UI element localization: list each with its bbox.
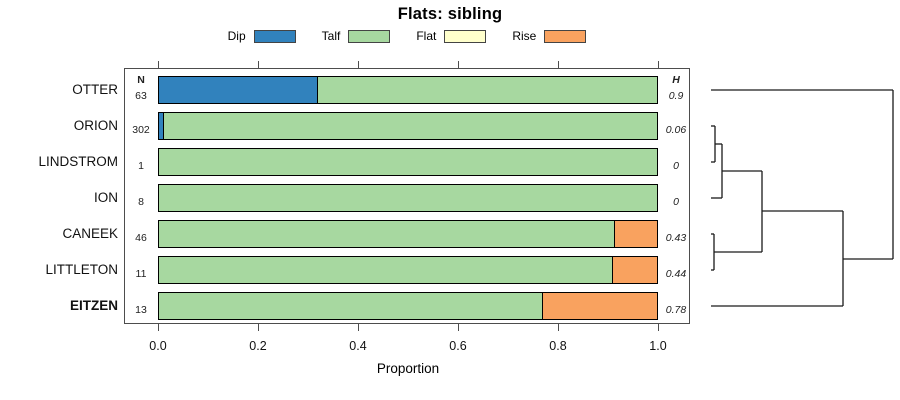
category-label-eitzen: EITZEN [69,298,118,313]
legend-swatch [544,29,587,43]
x-tick-top [658,61,659,68]
legend-item-talf: Talf [322,29,391,43]
bar-segment-rise [613,221,657,247]
category-label-lindstrom: LINDSTROM [38,154,118,169]
x-tick-bottom [258,324,259,331]
n-value: 11 [135,268,147,280]
legend: Dip Talf Flat Rise [124,27,690,45]
legend-swatch [253,29,296,43]
bar-segment-talf [159,185,657,211]
x-tick-top [358,61,359,68]
x-tick-top [558,61,559,68]
x-axis-label: Proportion [376,361,440,376]
h-value: 0.06 [665,124,687,136]
x-tick-bottom [458,324,459,331]
category-label-caneek: CANEEK [62,226,118,241]
n-column-header: N [137,74,145,86]
x-tick-bottom [658,324,659,331]
category-label-orion: ORION [73,118,118,133]
x-tick-label: 1.0 [649,339,667,353]
x-tick-bottom [558,324,559,331]
x-tick-label: 0.8 [549,339,567,353]
x-tick-label: 0.2 [249,339,267,353]
category-label-littleton: LITTLETON [45,262,118,277]
n-value: 1 [138,160,144,172]
stacked-bar-littleton [158,256,658,284]
x-tick-bottom [358,324,359,331]
legend-swatch [444,29,487,43]
h-value: 0 [673,196,679,208]
bar-segment-rise [611,257,657,283]
legend-item-rise: Rise [512,29,587,43]
bar-segment-talf [159,257,612,283]
stacked-bar-otter [158,76,658,104]
n-value: 13 [135,304,147,316]
n-value: 8 [138,196,144,208]
x-tick-top [458,61,459,68]
chart-title: Flats: sibling [397,5,503,23]
h-column-header: H [672,74,680,86]
bar-segment-talf [159,221,614,247]
legend-item-dip: Dip [228,29,296,43]
stacked-bar-caneek [158,220,658,248]
h-value: 0.44 [665,268,687,280]
legend-label: Flat [416,29,437,43]
bar-segment-dip [159,113,163,139]
stacked-bar-orion [158,112,658,140]
h-value: 0 [673,160,679,172]
bar-segment-talf [159,149,657,175]
category-label-ion: ION [93,190,118,205]
n-value: 63 [135,90,147,102]
n-value: 46 [135,232,147,244]
bar-segment-rise [541,293,657,319]
legend-label: Rise [512,29,537,43]
x-tick-bottom [158,324,159,331]
legend-label: Dip [227,29,246,43]
stacked-bar-ion [158,184,658,212]
legend-swatch [348,29,391,43]
h-value: 0.78 [665,304,687,316]
legend-item-flat: Flat [416,29,487,43]
h-value: 0.43 [665,232,687,244]
category-label-otter: OTTER [72,82,118,97]
stacked-bar-eitzen [158,292,658,320]
h-value: 0.9 [668,90,684,102]
legend-label: Talf [321,29,341,43]
plot-area [124,68,690,324]
x-tick-label: 0.4 [349,339,367,353]
x-tick-label: 0.6 [449,339,467,353]
n-value: 302 [132,124,150,136]
x-tick-top [258,61,259,68]
x-tick-label: 0.0 [149,339,167,353]
bar-segment-talf [316,77,657,103]
bar-segment-talf [162,113,657,139]
x-tick-top [158,61,159,68]
bar-segment-talf [159,293,542,319]
stacked-bar-lindstrom [158,148,658,176]
bar-segment-dip [159,77,317,103]
